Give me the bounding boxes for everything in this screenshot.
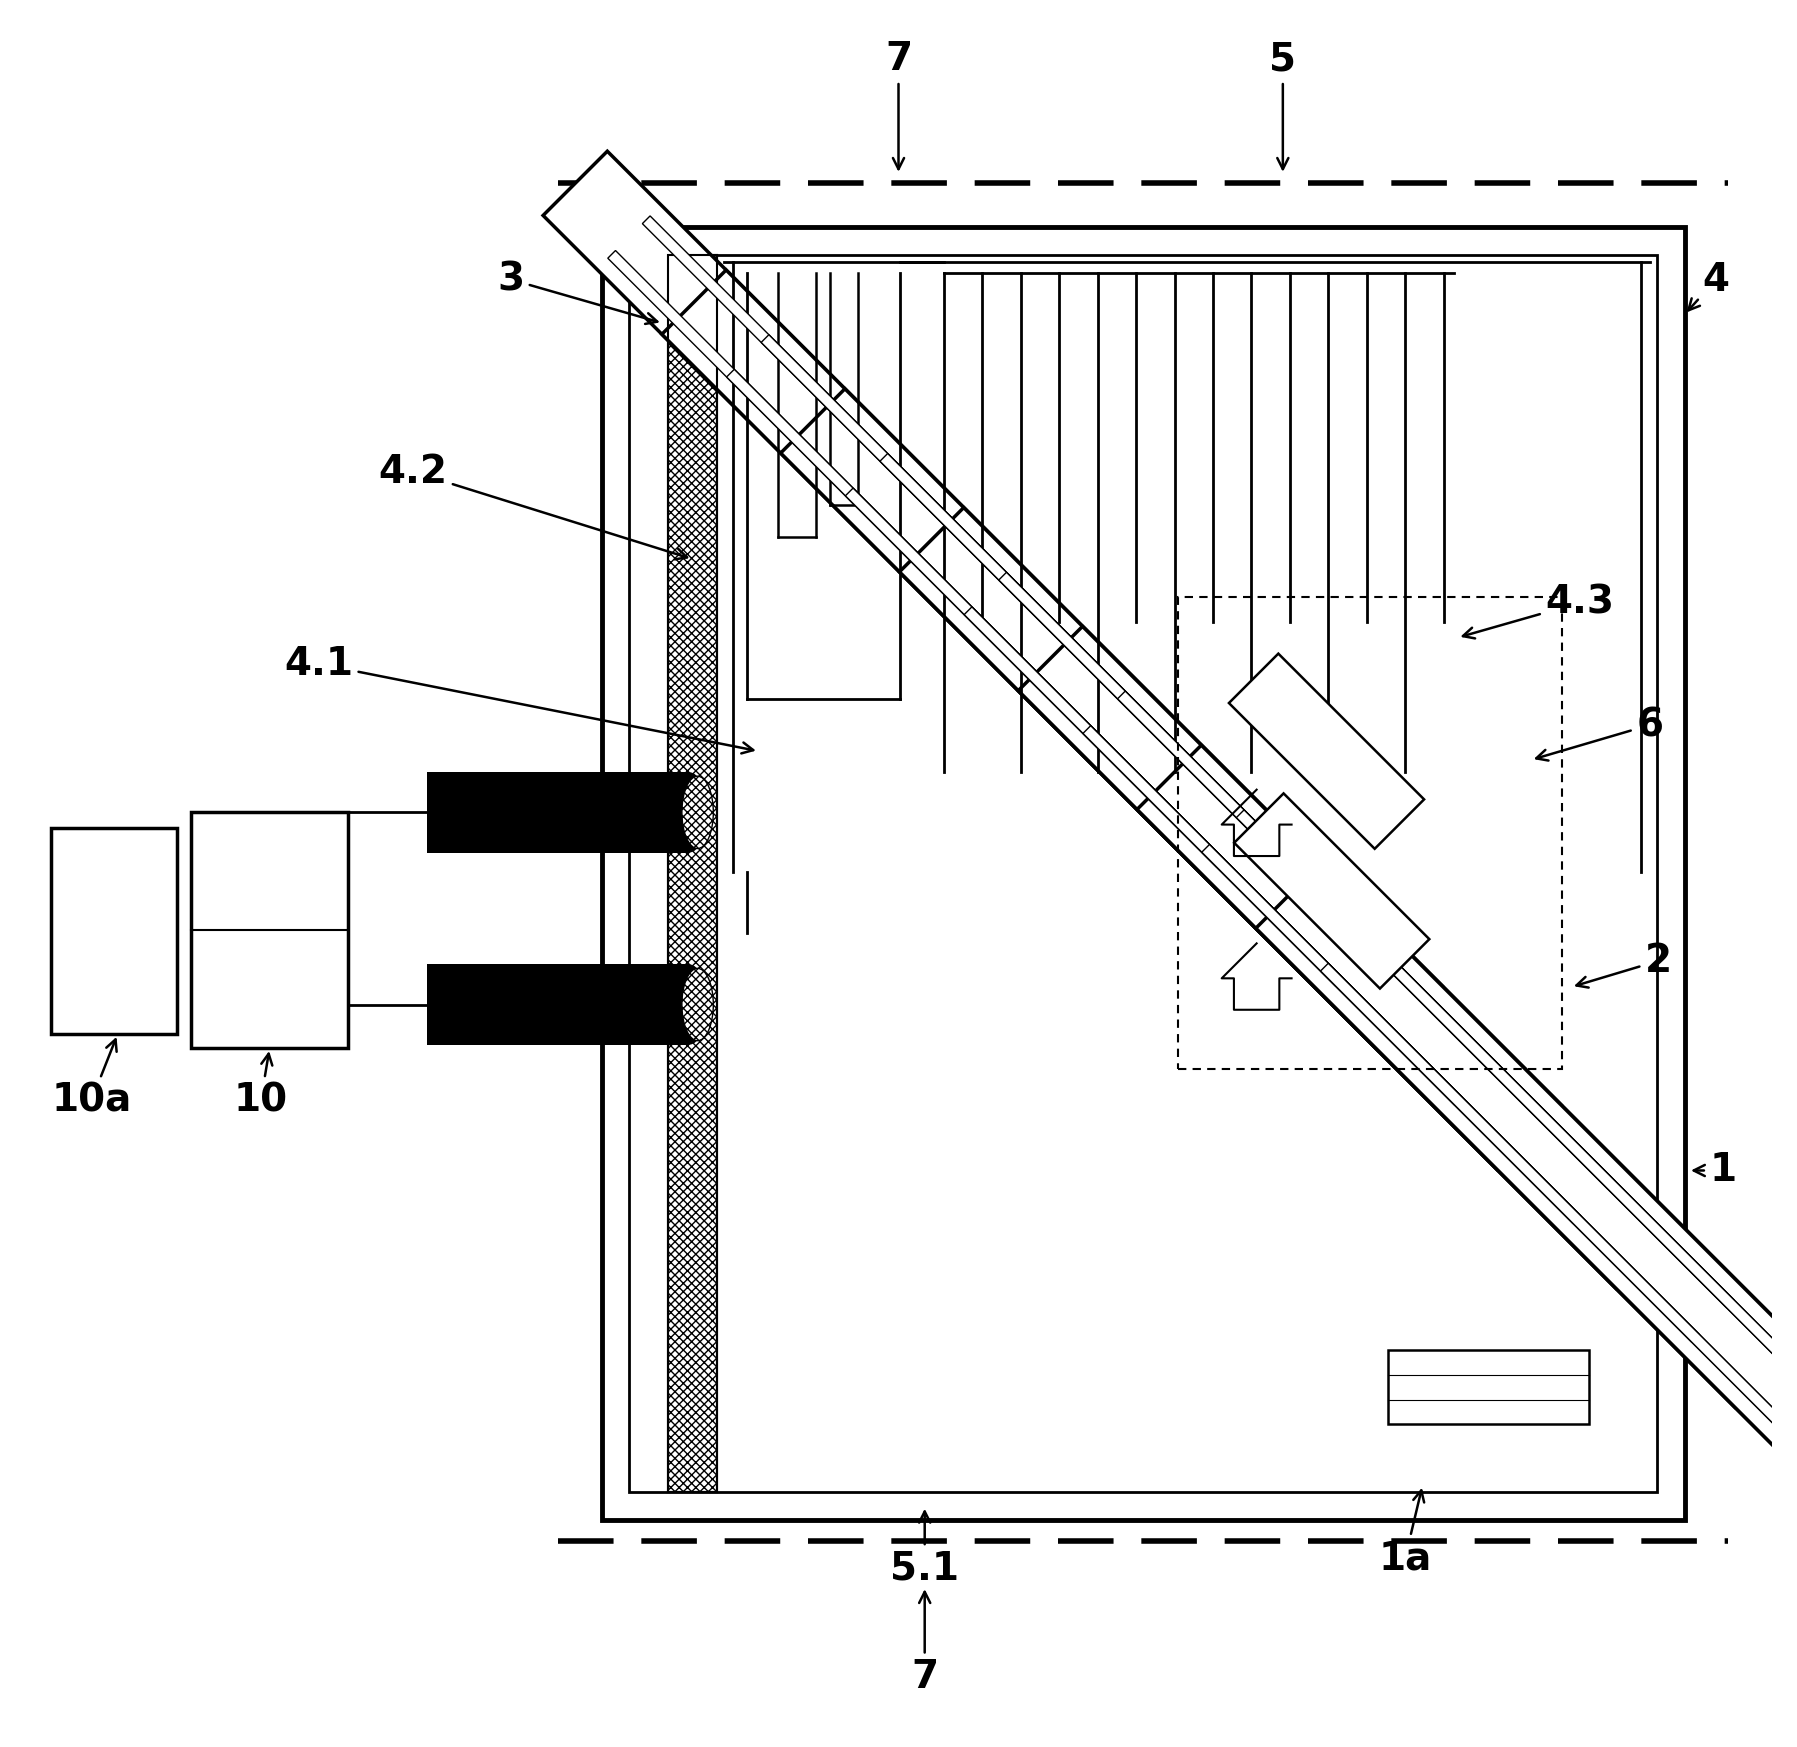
Text: 4.2: 4.2 — [379, 452, 686, 559]
Polygon shape — [1084, 725, 1700, 1342]
Bar — [629, 255, 1657, 1492]
Text: 6: 6 — [1536, 706, 1664, 760]
Text: 7: 7 — [911, 1592, 938, 1696]
Polygon shape — [1321, 963, 1797, 1579]
Text: 10a: 10a — [52, 1039, 131, 1120]
Polygon shape — [845, 487, 1463, 1104]
Polygon shape — [965, 606, 1581, 1223]
Text: 9: 9 — [532, 1003, 597, 1041]
Polygon shape — [900, 508, 1680, 1288]
Bar — [1179, 597, 1562, 1069]
Text: 4.1: 4.1 — [284, 645, 753, 753]
Polygon shape — [999, 573, 1616, 1190]
Text: 2: 2 — [1576, 942, 1671, 987]
Bar — [190, 812, 349, 1048]
Polygon shape — [661, 271, 1443, 1050]
Text: 4: 4 — [1689, 260, 1729, 311]
Bar — [668, 255, 717, 1492]
Polygon shape — [607, 250, 1224, 867]
Ellipse shape — [670, 772, 708, 853]
Text: 4.3: 4.3 — [1463, 583, 1614, 638]
Text: 7: 7 — [884, 40, 913, 169]
Polygon shape — [543, 152, 1324, 931]
Text: 5.1: 5.1 — [890, 1511, 960, 1588]
Bar — [428, 772, 688, 853]
Ellipse shape — [670, 964, 708, 1045]
Polygon shape — [642, 217, 1260, 833]
Polygon shape — [780, 390, 1562, 1169]
Text: 5: 5 — [1269, 40, 1296, 169]
Polygon shape — [1138, 746, 1797, 1525]
Polygon shape — [1118, 692, 1734, 1309]
Text: 3: 3 — [498, 260, 658, 323]
Text: 9: 9 — [532, 776, 597, 814]
Bar — [602, 227, 1684, 1520]
Bar — [668, 255, 717, 1492]
Ellipse shape — [681, 776, 713, 849]
Polygon shape — [1019, 627, 1797, 1406]
Bar — [1387, 1350, 1589, 1424]
Polygon shape — [1229, 653, 1423, 849]
Polygon shape — [726, 369, 1344, 985]
Bar — [428, 964, 688, 1045]
Polygon shape — [1202, 844, 1797, 1460]
Polygon shape — [1235, 793, 1429, 989]
Ellipse shape — [681, 968, 713, 1041]
Polygon shape — [762, 335, 1378, 952]
Polygon shape — [1256, 865, 1797, 1644]
Polygon shape — [881, 454, 1497, 1071]
Text: 1: 1 — [1695, 1151, 1736, 1190]
Polygon shape — [1236, 811, 1797, 1427]
Bar — [50, 828, 176, 1034]
Polygon shape — [1355, 929, 1797, 1546]
Text: 10: 10 — [234, 1053, 288, 1120]
Text: 1a: 1a — [1378, 1490, 1432, 1578]
